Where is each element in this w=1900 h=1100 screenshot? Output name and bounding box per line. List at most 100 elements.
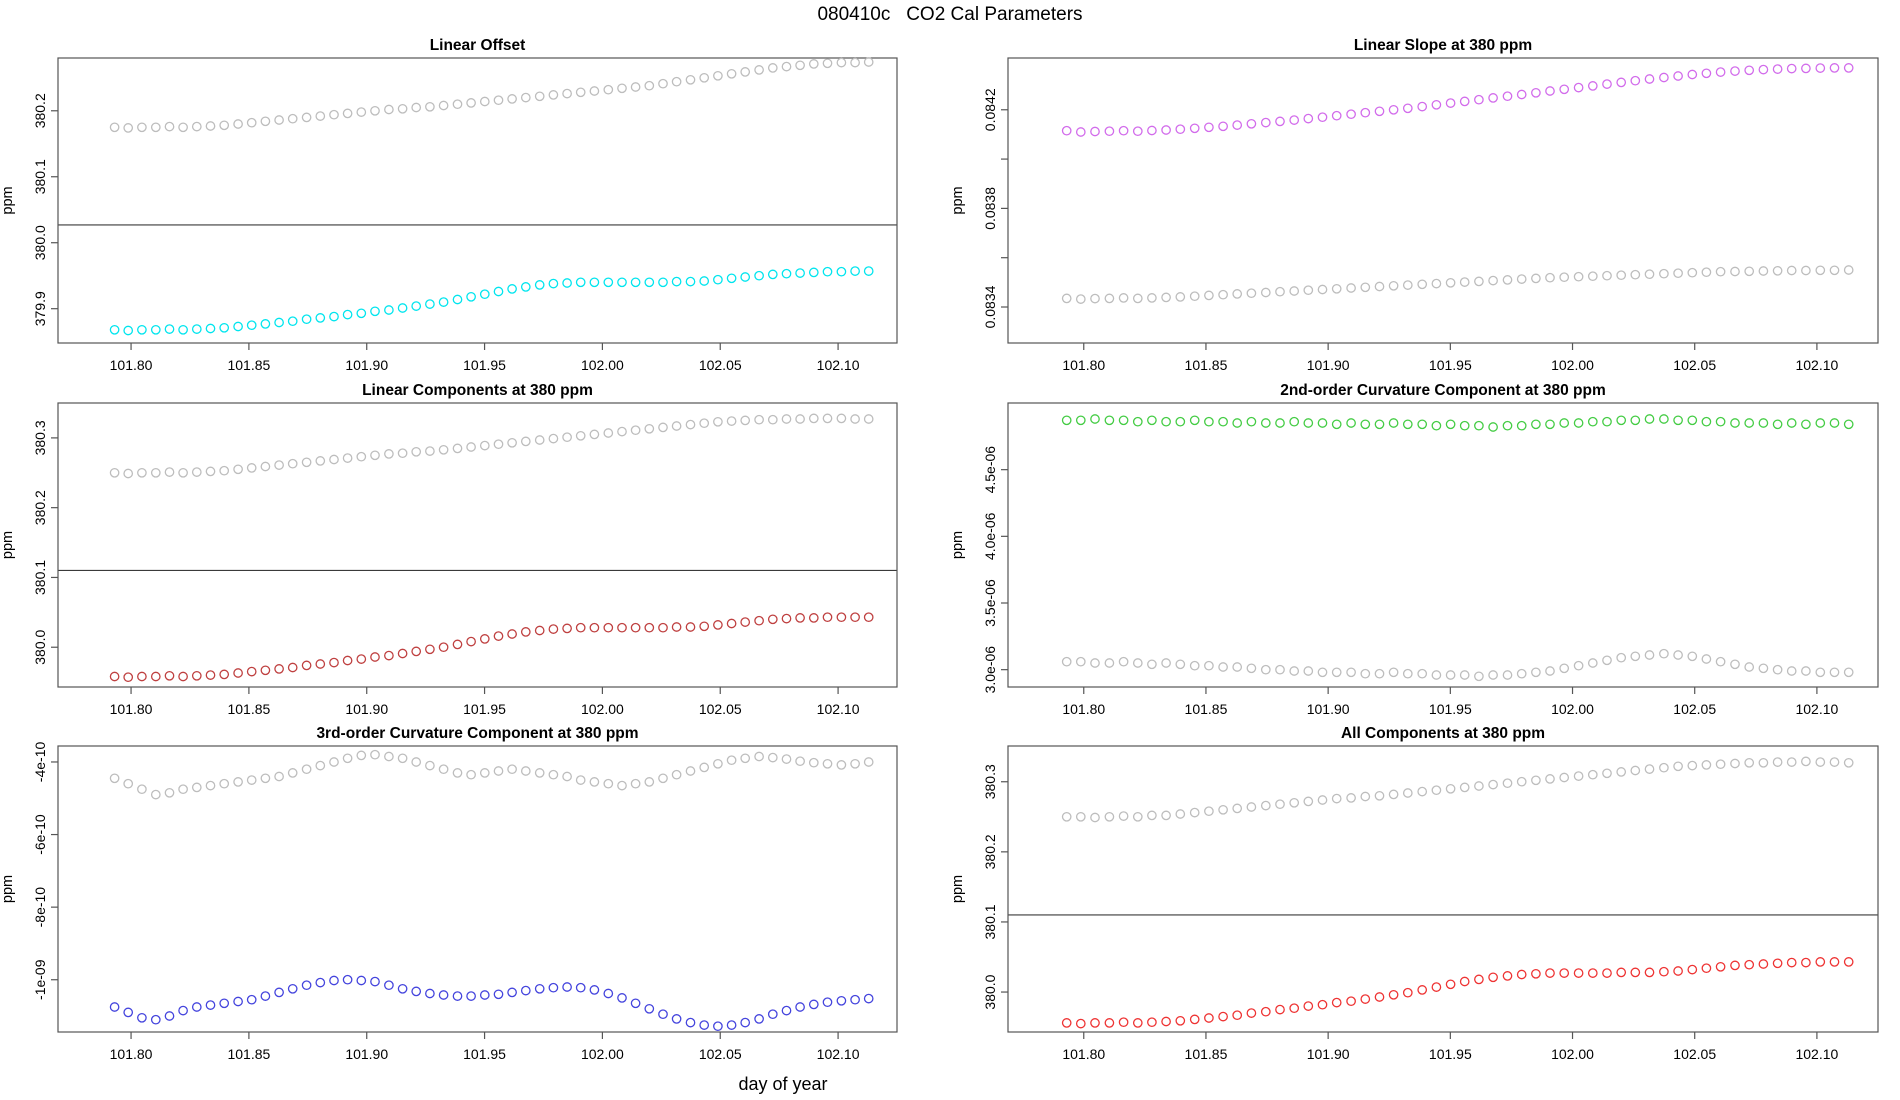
data-point-upper-gray xyxy=(1075,811,1086,822)
data-point-upper-gray xyxy=(754,751,764,762)
data-point-lower-gray xyxy=(1431,278,1442,289)
data-point-upper-green xyxy=(1161,416,1171,427)
data-point-lower-gray xyxy=(1374,281,1385,292)
data-point-upper-gray xyxy=(397,753,408,764)
data-point-upper-gray xyxy=(233,464,243,475)
data-point-lower-darkred xyxy=(438,642,449,653)
data-point-upper-green xyxy=(1218,416,1228,427)
y-tick-label: 3.0e-06 xyxy=(982,646,998,694)
data-point-lower-red xyxy=(1118,1017,1129,1028)
data-point-upper-gray xyxy=(1730,758,1740,769)
data-point-lower-darkred xyxy=(233,668,243,678)
data-point-upper-gray xyxy=(1388,789,1399,800)
data-point-upper-gray xyxy=(1246,802,1257,812)
data-point-lower-darkred xyxy=(191,670,202,681)
data-point-lower-darkred xyxy=(150,671,161,682)
data-point-lower-blue xyxy=(109,1002,120,1012)
data-point-lower-gray xyxy=(1459,277,1470,287)
data-point-lower-gray xyxy=(1644,650,1655,660)
data-point-lower-red xyxy=(1075,1018,1086,1029)
data-point-lower-red xyxy=(1573,968,1584,978)
data-point-lower-blue xyxy=(822,997,833,1008)
data-point-lower-gray xyxy=(1218,662,1228,672)
data-point-lower-darkred xyxy=(603,622,614,633)
data-point-upper-magenta xyxy=(1147,125,1157,136)
x-tick-label: 101.80 xyxy=(1062,357,1105,373)
data-point-lower-gray xyxy=(1531,667,1541,678)
y-tick-label: -6e-10 xyxy=(32,814,48,855)
data-point-upper-green xyxy=(1346,418,1356,428)
data-point-lower-gray xyxy=(1573,271,1584,282)
x-tick-label: 101.85 xyxy=(1185,357,1228,373)
data-point-lower-blue xyxy=(205,1000,216,1010)
data-point-upper-green xyxy=(1616,415,1627,426)
data-point-upper-gray xyxy=(219,465,230,476)
data-point-upper-green xyxy=(1829,418,1840,428)
data-point-lower-red xyxy=(1531,968,1541,979)
x-tick-label: 102.10 xyxy=(817,357,860,373)
data-point-lower-red xyxy=(1289,1003,1300,1014)
main-title: 080410c CO2 Cal Parameters xyxy=(817,4,1083,25)
data-point-upper-magenta xyxy=(1815,63,1826,73)
data-point-lower-darkred xyxy=(329,657,339,668)
data-point-upper-gray xyxy=(109,122,120,133)
data-point-upper-gray xyxy=(1260,800,1271,811)
data-point-lower-cyan xyxy=(370,306,380,317)
data-point-lower-gray xyxy=(1545,272,1555,283)
data-point-lower-blue xyxy=(562,982,572,992)
data-point-upper-magenta xyxy=(1246,118,1257,129)
data-point-lower-gray xyxy=(1559,272,1570,283)
data-point-upper-gray xyxy=(219,120,230,131)
data-point-upper-magenta xyxy=(1218,121,1228,132)
data-point-lower-gray xyxy=(1502,275,1513,285)
data-point-upper-gray xyxy=(630,778,641,789)
data-point-upper-green xyxy=(1204,416,1214,427)
data-point-upper-green xyxy=(1189,415,1200,426)
data-point-upper-gray xyxy=(205,466,216,477)
data-point-lower-darkred xyxy=(452,639,463,650)
data-point-upper-gray xyxy=(137,122,147,133)
data-point-lower-cyan xyxy=(836,266,847,277)
data-point-upper-gray xyxy=(479,768,490,778)
data-point-lower-blue xyxy=(575,982,586,993)
data-point-lower-gray xyxy=(1260,287,1271,298)
data-point-lower-cyan xyxy=(274,317,284,328)
data-point-upper-magenta xyxy=(1374,106,1385,117)
data-point-lower-gray xyxy=(1758,266,1769,276)
data-point-upper-magenta xyxy=(1104,126,1115,137)
data-point-upper-gray xyxy=(150,789,161,800)
data-point-lower-darkred xyxy=(384,650,394,661)
data-point-lower-cyan xyxy=(617,277,627,288)
data-point-upper-magenta xyxy=(1587,81,1598,91)
data-point-upper-green xyxy=(1360,419,1371,430)
data-point-upper-gray xyxy=(534,768,545,778)
data-point-upper-magenta xyxy=(1715,67,1726,77)
data-point-lower-red xyxy=(1232,1010,1243,1021)
data-point-lower-darkred xyxy=(466,636,476,647)
data-point-lower-darkred xyxy=(671,622,682,632)
data-point-lower-gray xyxy=(1730,266,1740,277)
data-point-upper-gray xyxy=(1673,761,1683,772)
data-point-upper-gray xyxy=(260,116,271,127)
data-point-upper-magenta xyxy=(1772,64,1783,74)
data-point-upper-gray xyxy=(617,780,627,791)
data-point-upper-gray xyxy=(301,764,312,775)
data-point-upper-gray xyxy=(548,433,559,444)
data-point-lower-darkred xyxy=(425,644,435,655)
data-point-upper-gray xyxy=(1331,793,1342,804)
data-point-upper-gray xyxy=(520,92,531,103)
data-point-upper-green xyxy=(1559,418,1570,428)
data-point-lower-red xyxy=(1516,969,1527,980)
data-point-lower-red xyxy=(1488,972,1498,983)
data-point-lower-blue xyxy=(425,988,435,999)
data-point-lower-darkred xyxy=(534,625,545,636)
data-point-lower-darkred xyxy=(562,623,572,634)
data-point-lower-gray xyxy=(1104,293,1115,304)
data-point-lower-gray xyxy=(1531,273,1541,284)
data-point-lower-red xyxy=(1090,1018,1100,1028)
x-tick-label: 102.00 xyxy=(1551,357,1594,373)
data-point-lower-darkred xyxy=(342,655,353,666)
data-point-lower-gray xyxy=(1431,670,1442,680)
data-point-upper-gray xyxy=(356,107,367,117)
data-point-lower-darkred xyxy=(548,624,559,634)
